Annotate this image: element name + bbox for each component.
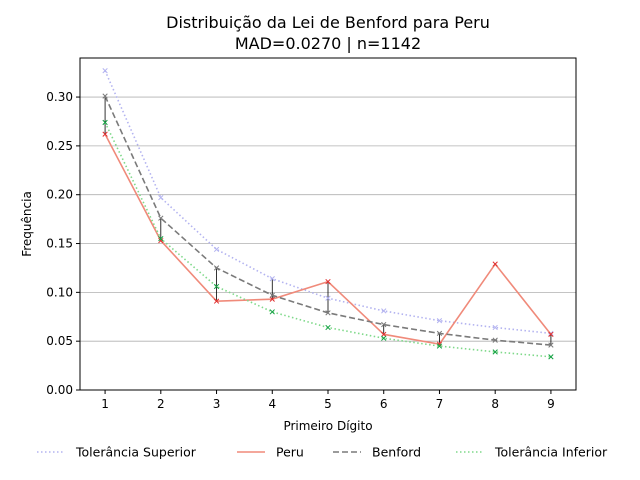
data-point (269, 296, 275, 302)
y-tick-label: 0.20 (46, 188, 73, 202)
x-tick-label: 3 (213, 397, 221, 411)
x-tick-label: 2 (157, 397, 165, 411)
y-tick-label: 0.15 (46, 237, 73, 251)
legend-label: Peru (276, 445, 304, 460)
data-point (158, 235, 164, 242)
x-tick-label: 4 (268, 397, 276, 411)
data-point (158, 215, 164, 221)
x-tick-label: 9 (547, 397, 555, 411)
data-point (492, 261, 498, 267)
data-point (102, 93, 108, 99)
data-point (269, 292, 275, 298)
data-point (269, 309, 275, 315)
x-tick-label: 1 (101, 397, 109, 411)
data-point (213, 246, 220, 253)
data-point (436, 318, 443, 324)
data-point (381, 308, 387, 314)
data-point (381, 321, 387, 328)
legend-label: Benford (372, 445, 421, 460)
data-point (492, 337, 498, 343)
data-point (492, 349, 498, 355)
x-tick-label: 8 (491, 397, 499, 411)
x-tick-label: 5 (324, 397, 332, 411)
data-point (436, 330, 443, 337)
y-tick-label: 0.05 (46, 334, 73, 348)
data-point (213, 283, 220, 290)
data-point (102, 131, 108, 137)
data-point (213, 265, 220, 271)
data-point (492, 324, 498, 331)
data-point (436, 343, 443, 349)
chart-subtitle: MAD=0.0270 | n=1142 (235, 34, 421, 53)
series-3 (102, 119, 554, 360)
y-tick-label: 0.10 (46, 285, 73, 299)
data-point (381, 335, 387, 341)
y-axis-label: Frequência (20, 191, 34, 257)
legend-label: Tolerância Inferior (494, 445, 608, 460)
data-point (325, 324, 331, 331)
data-point (548, 354, 554, 360)
x-tick-label: 6 (380, 397, 388, 411)
series-0 (102, 68, 554, 337)
data-point (381, 331, 387, 337)
legend: Tolerância Superior Peru Benford Tolerância… (37, 445, 608, 460)
y-tick-label: 0.00 (46, 383, 73, 397)
y-axis-ticks: 0.00 0.05 0.10 0.15 0.20 0.25 0.30 (46, 90, 80, 397)
data-point (548, 342, 554, 348)
chart-title: Distribuição da Lei de Benford para Peru (166, 13, 490, 32)
data-point (213, 298, 220, 304)
x-axis-label: Primeiro Dígito (283, 419, 372, 433)
data-point (548, 331, 554, 337)
x-tick-label: 7 (436, 397, 444, 411)
series-1 (102, 131, 554, 347)
data-point (325, 310, 331, 316)
series-2 (102, 93, 554, 348)
data-point (269, 276, 275, 282)
series-lines (102, 68, 554, 360)
y-tick-label: 0.25 (46, 139, 73, 153)
data-point (325, 278, 331, 285)
y-tick-label: 0.30 (46, 90, 73, 104)
data-point (102, 68, 108, 74)
data-point (325, 295, 331, 301)
data-point (158, 194, 164, 201)
x-axis-ticks: 1 2 3 4 5 6 7 8 9 (101, 390, 555, 411)
data-point (158, 237, 164, 244)
data-point (102, 119, 108, 126)
legend-label: Tolerância Superior (75, 445, 197, 460)
